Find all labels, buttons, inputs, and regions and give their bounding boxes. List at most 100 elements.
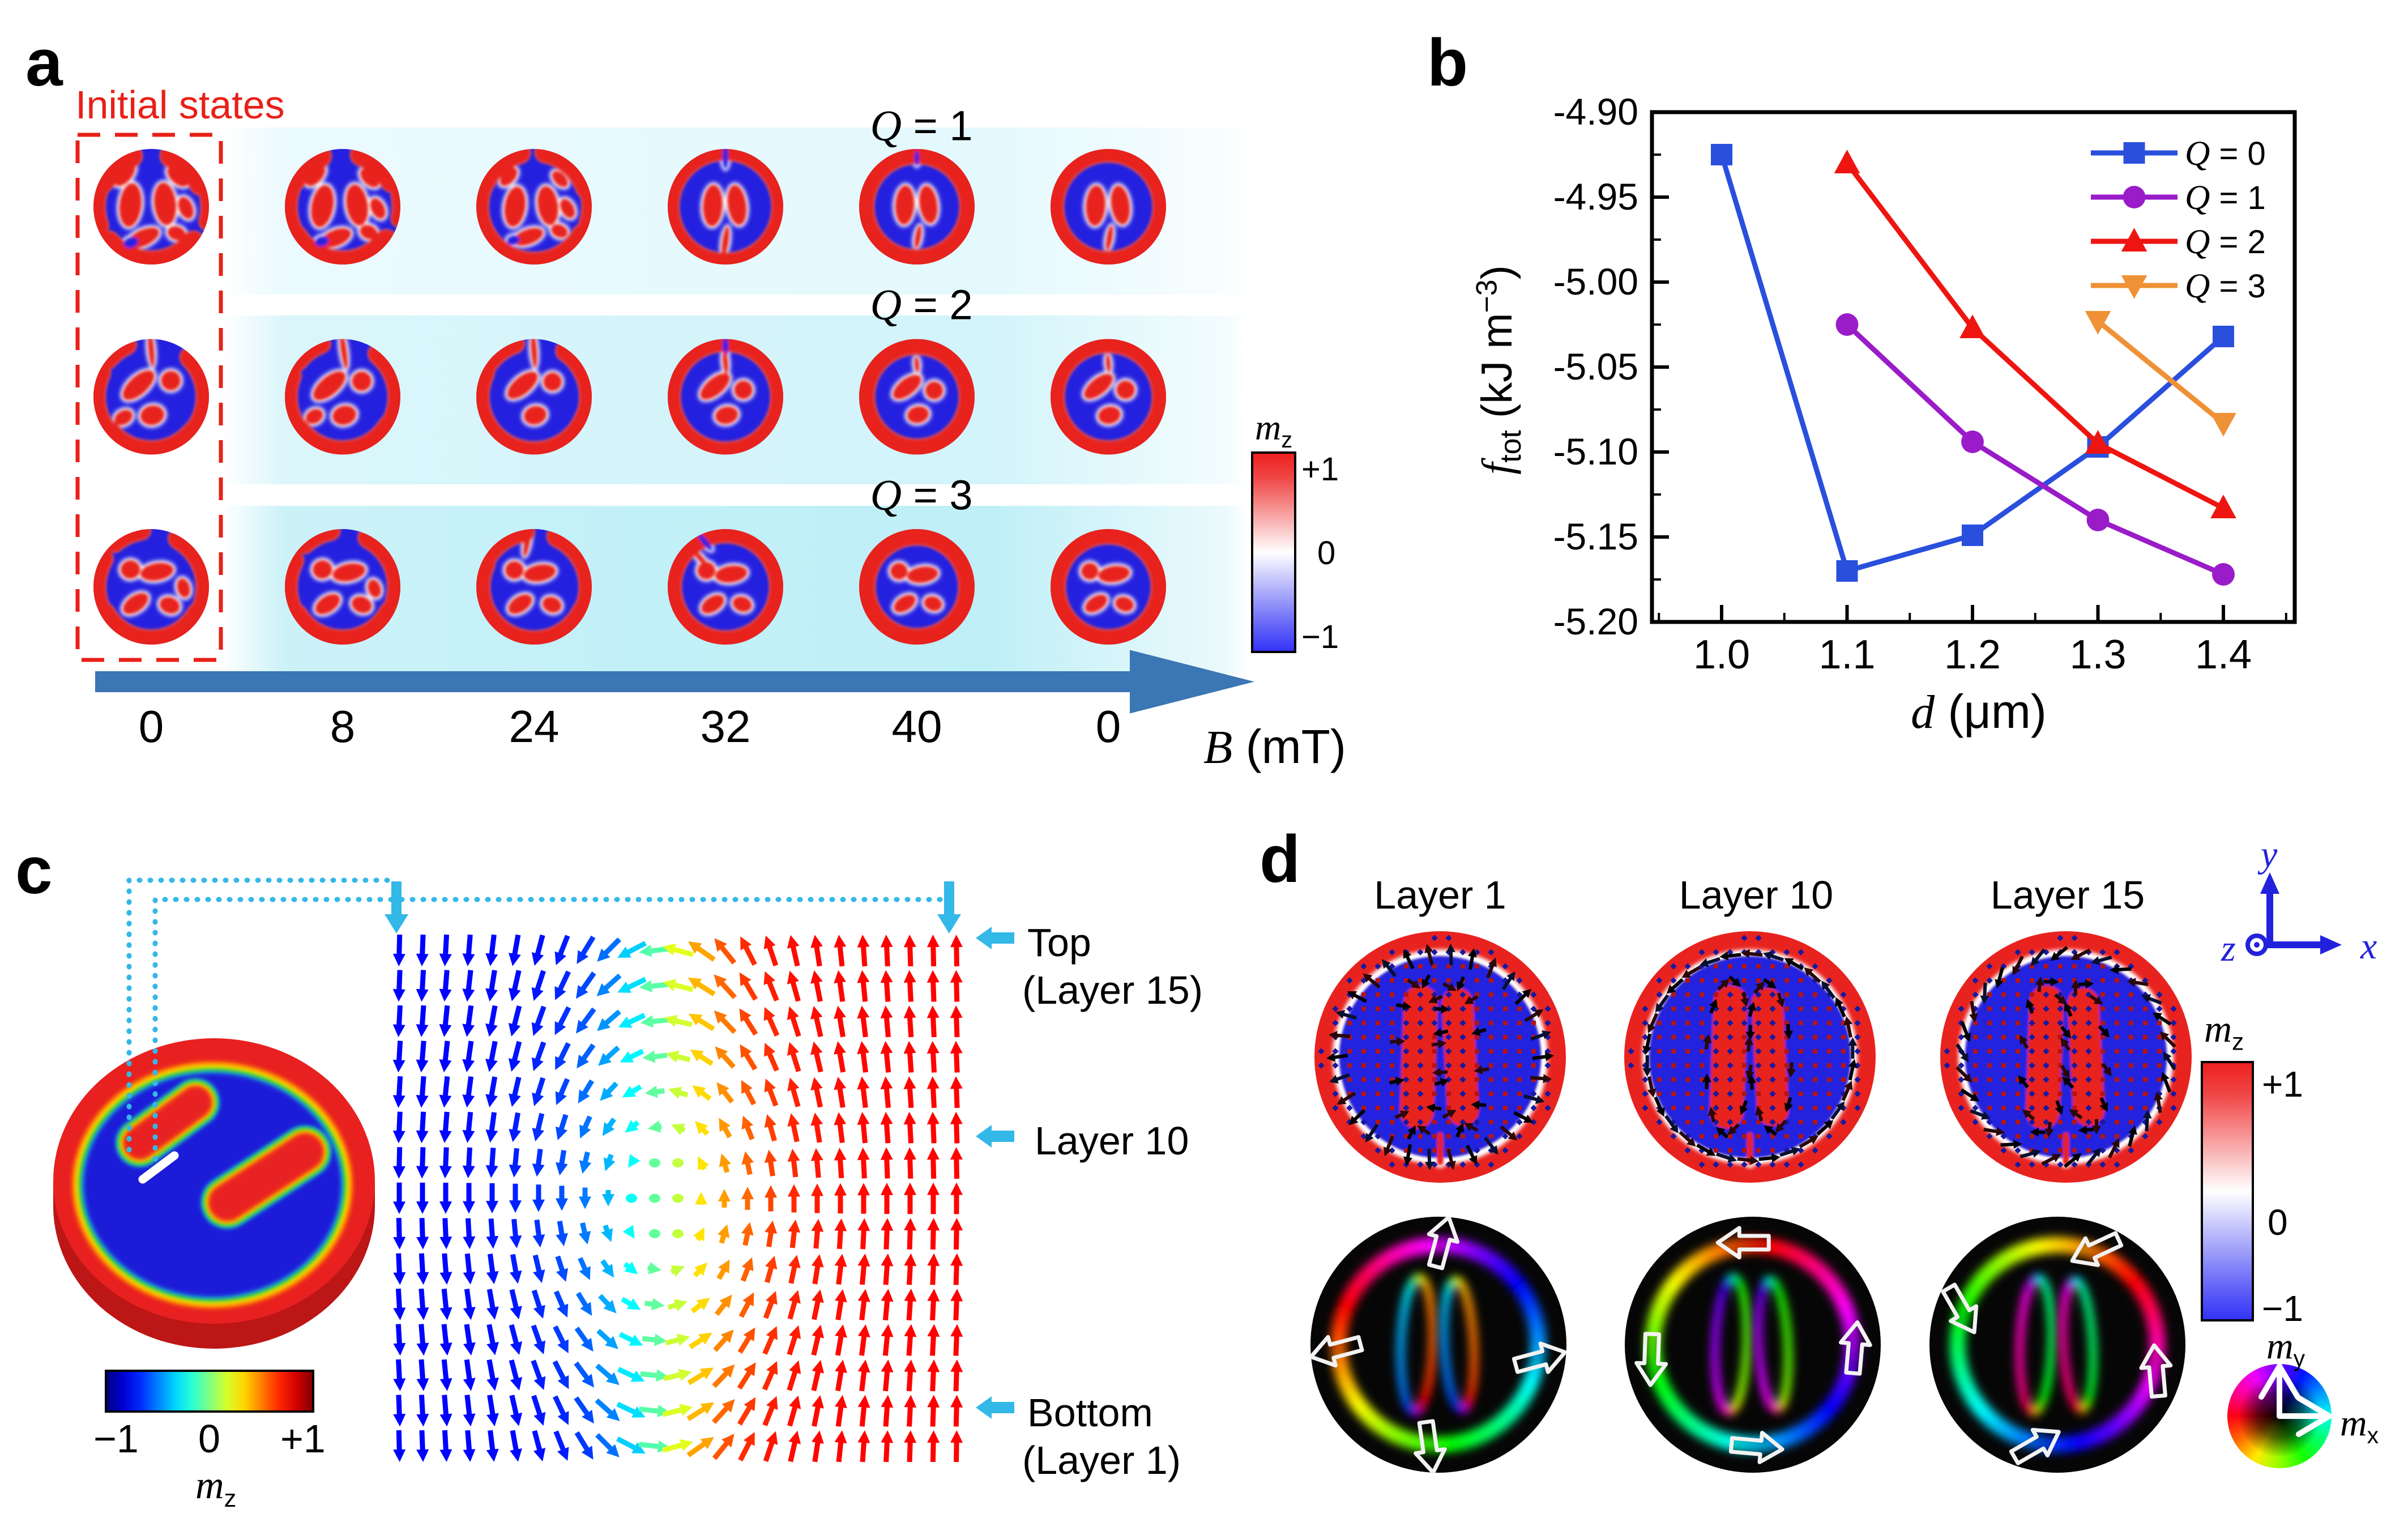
- layer-inplane-map-1: [1625, 1217, 1881, 1473]
- magnetization-disk-q2-col3: [668, 339, 783, 455]
- svg-text:-5.20: -5.20: [1553, 600, 1638, 642]
- chart-series-q=2: [1834, 150, 2236, 519]
- inplane-direction-arrow: [1427, 1217, 1459, 1271]
- text-bot2: (Layer 1): [1022, 1438, 1181, 1482]
- text-top2: (Layer 15): [1022, 968, 1203, 1012]
- text-sup: −3: [1470, 279, 1503, 313]
- svg-text:Q = 1: Q = 1: [2185, 178, 2266, 217]
- b-field-axis-head: [1130, 650, 1254, 714]
- svg-text:-5.00: -5.00: [1553, 261, 1638, 302]
- d-title-layer10: Layer 10: [1679, 873, 1834, 917]
- mz-a-tick-plus1: +1: [1301, 451, 1339, 488]
- chart-x-tick-labels: 1.0 1.1 1.2 1.3 1.4: [1693, 632, 2252, 677]
- layer-inplane-map-0: [1310, 1217, 1566, 1473]
- text-title-main: m: [2204, 1007, 2232, 1050]
- svg-text:Q = 2: Q = 2: [2185, 223, 2266, 261]
- mz-a-tick-0: 0: [1317, 535, 1336, 572]
- svg-text:Q = 3: Q = 3: [2185, 267, 2266, 305]
- magnetization-disk-q2-col2: [476, 339, 592, 455]
- inplane-direction-arrow: [1838, 1320, 1872, 1376]
- text-x-sub: x: [2367, 1422, 2379, 1449]
- magnetization-disk-q3-col1: [285, 529, 400, 645]
- chart-y-axis-title: ftot (kJ m−3): [1470, 197, 1535, 543]
- svg-text:-5.15: -5.15: [1553, 515, 1638, 557]
- magnetization-disk-q3-col2: [476, 529, 592, 645]
- chart-series-q=1: [1835, 313, 2235, 586]
- panel-a-graphics: [75, 133, 1254, 714]
- b-tick-0a: 0: [138, 701, 164, 752]
- b-tick-32: 32: [700, 701, 751, 752]
- text-title-main: m: [1255, 407, 1282, 447]
- b-tick-40: 40: [891, 701, 942, 752]
- c-bottom-label: Bottom (Layer 1): [1022, 1389, 1181, 1484]
- inplane-direction-arrow: [1634, 1332, 1668, 1387]
- text-top1: Top: [1027, 920, 1091, 965]
- layer-mz-map-1: [1624, 931, 1876, 1183]
- mz-colorbar-title-a: mz: [1255, 407, 1292, 451]
- mz-d-tick-0: 0: [2268, 1202, 2288, 1243]
- text-close: ): [1473, 265, 1521, 280]
- initial-states-annotation: Initial states: [75, 83, 285, 127]
- q2-row-label: Q = 2: [870, 280, 973, 329]
- text-title-sub: z: [2232, 1028, 2244, 1055]
- c-cbar-tick-0: 0: [198, 1417, 220, 1461]
- q3-row-label: Q = 3: [870, 470, 973, 519]
- layer-mz-map-2: [1940, 931, 2192, 1183]
- legend-item-q=2: Q = 2: [2091, 223, 2266, 261]
- magnetization-disk-q2-col0: [93, 339, 209, 455]
- d-title-layer1: Layer 1: [1374, 873, 1506, 917]
- magnetization-disk-q3-col0: [93, 529, 209, 645]
- inplane-direction-arrow: [1715, 1226, 1771, 1260]
- d-axis-y-label: y: [2261, 835, 2277, 873]
- section-cut-marker: [138, 1151, 179, 1184]
- mz-colorbar-d: [2201, 1061, 2254, 1321]
- b-tick-0b: 0: [1095, 701, 1121, 752]
- text-y-sub: y: [2293, 1345, 2305, 1372]
- text-z: z: [2221, 928, 2236, 969]
- layer-mz-map-0: [1314, 931, 1566, 1183]
- d-title-layer15: Layer 15: [1990, 873, 2145, 917]
- b-tick-8: 8: [330, 701, 356, 752]
- section-guide-dotted-lines: [126, 877, 961, 1162]
- inplane-direction-arrow: [1941, 1282, 1979, 1335]
- text-2: = 3: [902, 471, 973, 519]
- text-1: = 2: [902, 281, 973, 329]
- svg-text:1.4: 1.4: [2195, 632, 2252, 677]
- legend-item-q=1: Q = 1: [2091, 178, 2266, 217]
- text-xlabel-italic: d: [1911, 686, 1935, 739]
- svg-text:1.2: 1.2: [1944, 632, 2001, 677]
- panel-a-label: a: [25, 25, 63, 100]
- b-axis-label: B (mT): [1203, 723, 1346, 771]
- mz-d-tick-plus1: +1: [2262, 1064, 2303, 1105]
- section-guide-down-arrow: [385, 881, 408, 933]
- layer-pointer-arrow: [976, 927, 1014, 949]
- svg-text:-5.10: -5.10: [1553, 430, 1638, 472]
- magnetization-disk-q1-col3: [668, 149, 783, 265]
- chart-series-q=0: [1711, 144, 2234, 582]
- panel-b-chart: 1.0 1.1 1.2 1.3 1.4 -4.90 -4.95 -5.00 -5.05 -5.10…: [1553, 91, 2297, 677]
- legend-item-q=0: Q = 0: [2091, 134, 2266, 173]
- svg-text:1.0: 1.0: [1693, 632, 1750, 677]
- c-cbar-tick-plus1: +1: [280, 1417, 326, 1461]
- section-guide-down-arrow: [937, 881, 961, 933]
- text-title-sub: z: [1281, 427, 1293, 453]
- magnetization-disk-q2-col5: [1051, 339, 1166, 455]
- text-bot1: Bottom: [1027, 1391, 1153, 1435]
- text-axis-label-rest: (mT): [1232, 720, 1346, 773]
- svg-text:-4.90: -4.90: [1553, 91, 1638, 133]
- text-x: x: [2360, 926, 2377, 967]
- magnetization-disk-q3-col5: [1051, 529, 1166, 645]
- wheel-mx-label: mx: [2340, 1404, 2379, 1447]
- legend-item-q=3: Q = 3: [2091, 267, 2266, 305]
- mz-d-tick-minus1: −1: [2262, 1288, 2303, 1329]
- text-italic: f: [1474, 462, 1521, 475]
- svg-text:Q = 0: Q = 0: [2185, 134, 2266, 173]
- text-y-main: m: [2266, 1325, 2294, 1367]
- d-axis-z-label: z: [2221, 929, 2236, 967]
- svg-text:-5.05: -5.05: [1553, 346, 1638, 387]
- text-title-sub: z: [224, 1485, 237, 1512]
- text-y: y: [2261, 834, 2278, 875]
- layer-inplane-map-2: [1929, 1217, 2185, 1473]
- inplane-direction-arrow: [1310, 1335, 1364, 1368]
